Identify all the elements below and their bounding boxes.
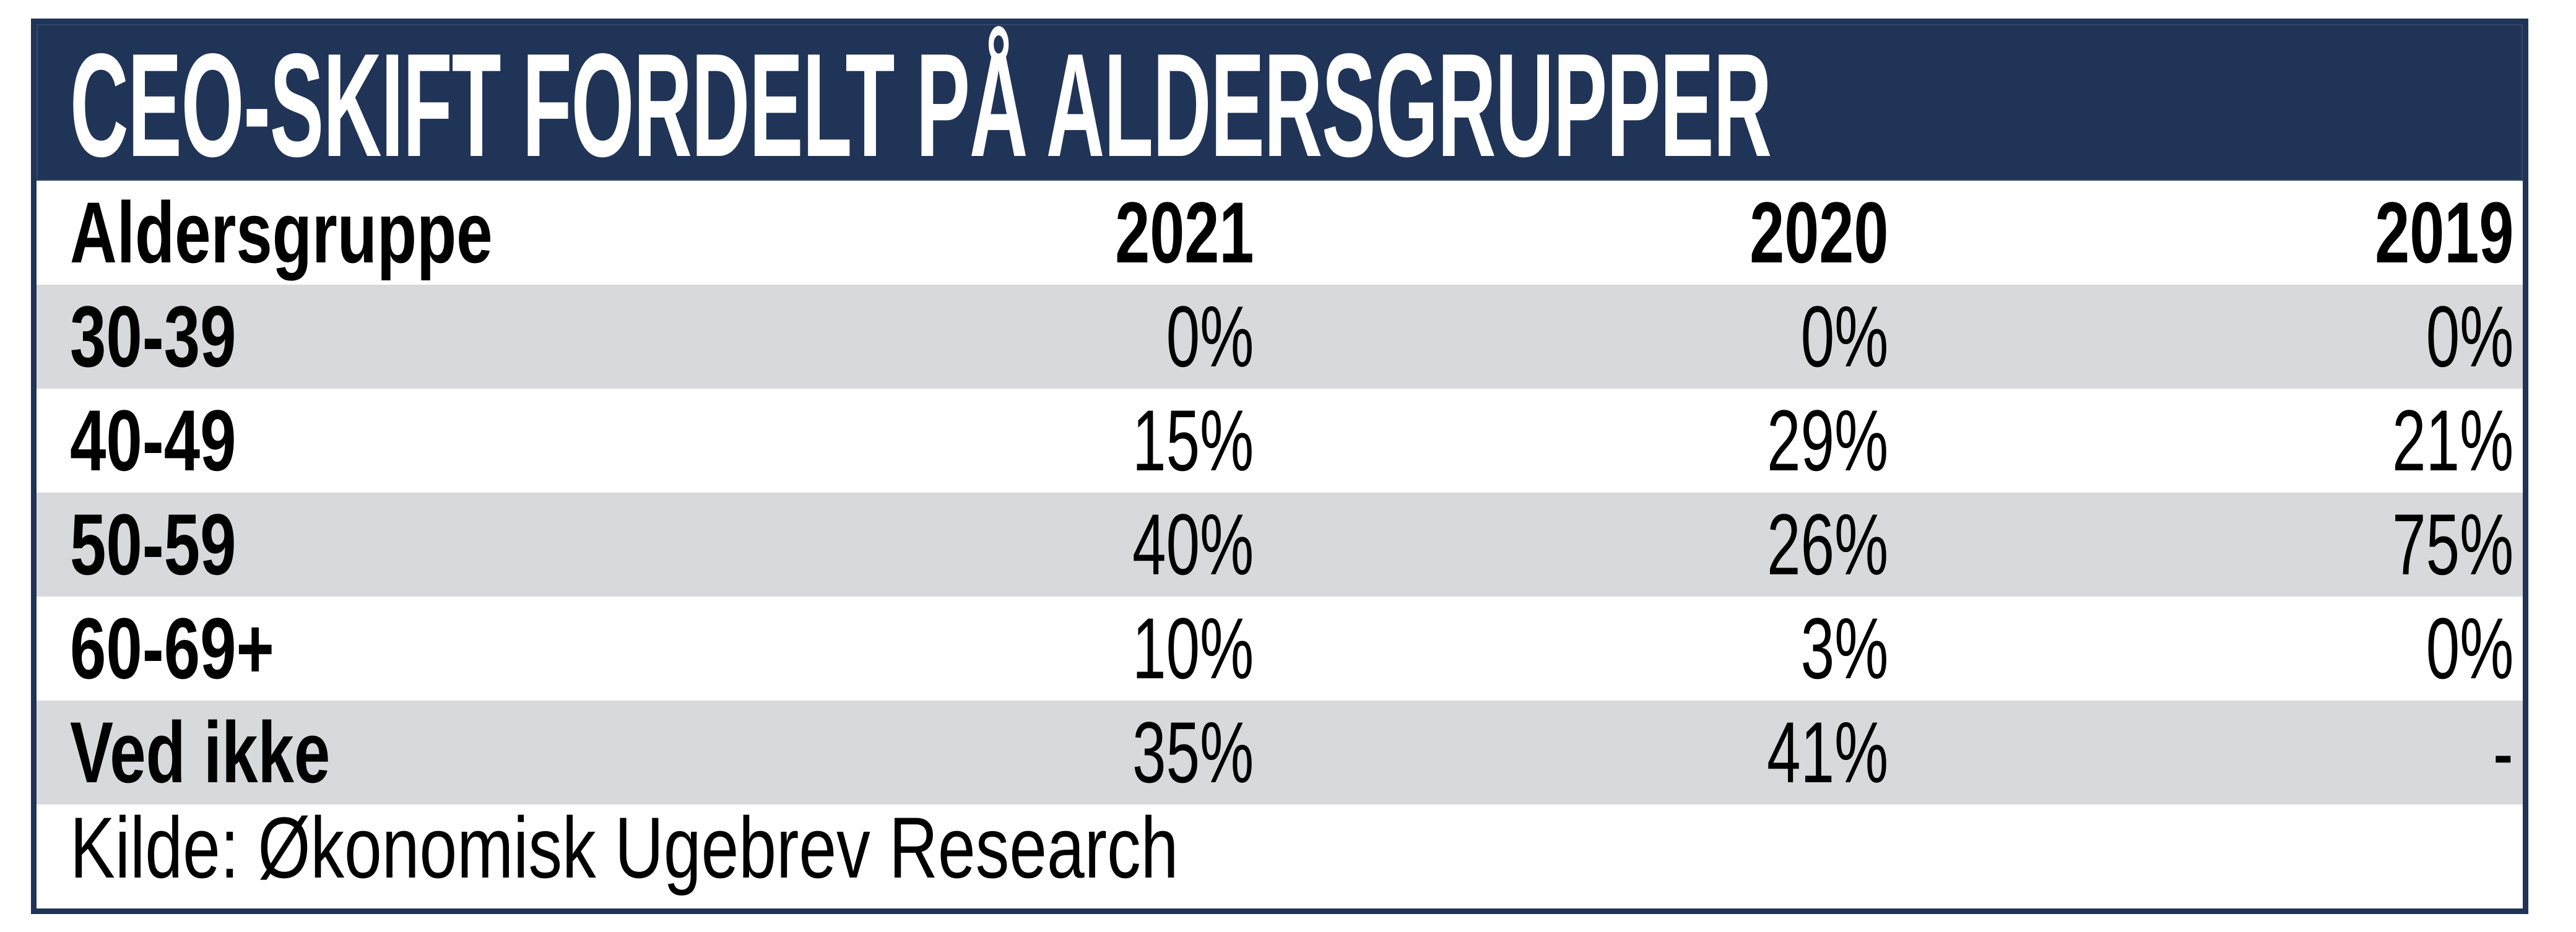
column-header-2019: 2019 xyxy=(2374,184,2513,281)
table-header-row: Aldersgruppe 2021 2020 2019 xyxy=(37,181,2523,285)
row-label: Ved ikke xyxy=(70,704,331,801)
cell-value: 75% xyxy=(2392,496,2513,593)
table-row-ved-ikke: Ved ikke 35% 41% - xyxy=(37,701,2523,805)
data-table: Aldersgruppe 2021 2020 2019 30-39 0% 0% … xyxy=(37,181,2523,908)
cell-value: 21% xyxy=(2392,392,2513,489)
row-label: 50-59 xyxy=(70,496,236,593)
table-row-40-49: 40-49 15% 29% 21% xyxy=(37,389,2523,493)
row-label: 40-49 xyxy=(70,392,236,489)
cell-value: 0% xyxy=(2426,600,2513,697)
cell-value: 15% xyxy=(1132,392,1254,489)
source-row: Kilde: Økonomisk Ugebrev Research xyxy=(37,805,2523,908)
column-header-2020: 2020 xyxy=(1749,184,1888,281)
table-row-60-69: 60-69+ 10% 3% 0% xyxy=(37,597,2523,701)
cell-value: 26% xyxy=(1766,496,1888,593)
column-header-2021: 2021 xyxy=(1114,184,1254,281)
cell-value: 0% xyxy=(1800,288,1888,385)
cell-value: 29% xyxy=(1766,392,1888,489)
column-header-aldersgruppe: Aldersgruppe xyxy=(70,184,493,281)
cell-value: 0% xyxy=(1166,288,1254,385)
cell-value: 10% xyxy=(1132,600,1254,697)
table-card: CEO-SKIFT FORDELT PÅ ALDERSGRUPPER Alder… xyxy=(31,19,2528,914)
table-row-50-59: 50-59 40% 26% 75% xyxy=(37,493,2523,597)
cell-value: 40% xyxy=(1132,496,1254,593)
table-row-30-39: 30-39 0% 0% 0% xyxy=(37,285,2523,389)
cell-value: 35% xyxy=(1132,704,1254,801)
row-label: 30-39 xyxy=(70,288,236,385)
cell-value: 0% xyxy=(2426,288,2513,385)
row-label: 60-69+ xyxy=(70,600,274,697)
chart-title: CEO-SKIFT FORDELT PÅ ALDERSGRUPPER xyxy=(70,24,1772,181)
title-band: CEO-SKIFT FORDELT PÅ ALDERSGRUPPER xyxy=(37,24,2523,181)
cell-value: 3% xyxy=(1800,600,1888,697)
source-note: Kilde: Økonomisk Ugebrev Research xyxy=(70,799,1179,896)
cell-value: 41% xyxy=(1766,704,1888,801)
cell-value: - xyxy=(2493,704,2513,801)
